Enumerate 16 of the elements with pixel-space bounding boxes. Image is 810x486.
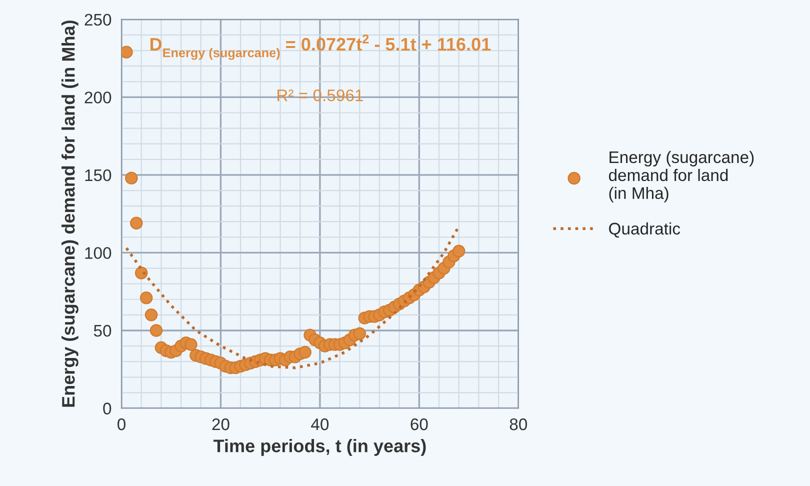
- x-tick-label: 20: [212, 418, 230, 430]
- y-axis-title: Energy (sugarcane) demand for land (in Mha): [62, 20, 78, 407]
- legend-label: Energy (sugarcane) demand for land (in Mha): [608, 150, 754, 202]
- annotation: R² = 0.5961: [278, 89, 363, 102]
- y-tick-label: 0: [103, 402, 112, 414]
- x-tick-label: 40: [311, 418, 329, 430]
- y-tick-label: 150: [85, 169, 112, 182]
- x-axis-title: Time periods, t (in years): [213, 439, 426, 456]
- y-tick-label: 250: [84, 14, 112, 26]
- x-tick-label: 0: [118, 418, 126, 430]
- y-tick-label: 200: [84, 92, 112, 104]
- y-tick-label: 100: [85, 247, 112, 259]
- x-tick-label: 60: [410, 418, 428, 430]
- x-tick-label: 80: [510, 418, 528, 430]
- y-tick-label: 50: [94, 324, 112, 337]
- legend-label: Quadratic: [609, 222, 680, 238]
